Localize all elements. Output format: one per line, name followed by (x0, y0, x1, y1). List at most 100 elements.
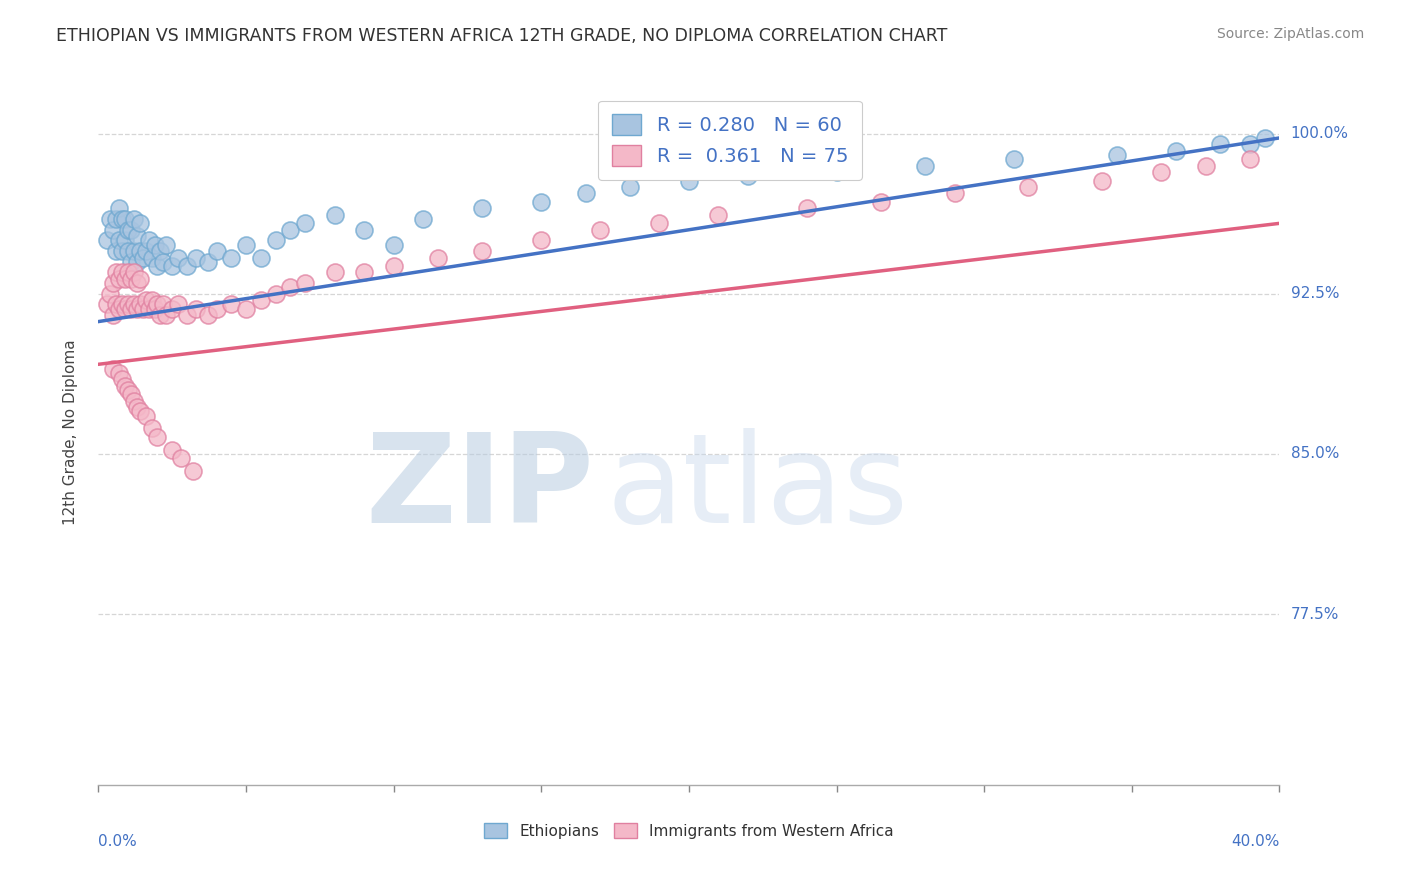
Point (122, 265, 145, 279)
Point (132, 251, 155, 265)
Point (96, 234, 118, 248)
Point (1254, 131, 1277, 145)
Point (1195, 159, 1218, 173)
Point (105, 297, 128, 311)
Point (141, 251, 163, 265)
Point (235, 237, 257, 252)
Point (162, 301, 183, 316)
Point (176, 259, 198, 273)
Point (108, 202, 131, 216)
Point (120, 272, 142, 286)
Text: atlas: atlas (606, 428, 908, 549)
Point (117, 223, 139, 237)
Point (162, 442, 183, 457)
Point (205, 301, 228, 316)
Point (105, 244, 128, 259)
Point (412, 212, 434, 227)
Point (167, 297, 190, 311)
Point (120, 223, 142, 237)
Point (589, 223, 612, 237)
Point (152, 254, 174, 268)
Point (1209, 137, 1232, 152)
Point (98, 286, 121, 301)
Point (1239, 137, 1261, 152)
Point (205, 244, 228, 259)
Point (135, 293, 157, 308)
Point (250, 251, 273, 265)
Point (264, 286, 287, 301)
Point (114, 212, 136, 227)
Point (870, 194, 893, 209)
Point (128, 216, 150, 230)
Point (111, 265, 134, 279)
Point (128, 404, 150, 418)
Point (471, 202, 494, 216)
Point (138, 301, 160, 316)
Point (114, 301, 136, 316)
Point (125, 301, 148, 316)
Point (323, 208, 346, 222)
Point (294, 216, 316, 230)
Point (120, 254, 142, 268)
Point (1166, 144, 1188, 158)
Point (125, 400, 148, 414)
Point (221, 251, 243, 265)
Point (132, 301, 155, 316)
Point (323, 265, 346, 279)
Point (152, 297, 174, 311)
Text: 100.0%: 100.0% (1291, 126, 1348, 141)
Point (264, 234, 287, 248)
Point (114, 378, 136, 392)
Point (141, 293, 163, 308)
Point (103, 361, 125, 376)
Point (1018, 180, 1040, 194)
Point (117, 383, 139, 397)
Point (103, 276, 125, 290)
Point (197, 254, 219, 268)
Point (471, 244, 494, 259)
Point (162, 259, 183, 273)
Point (117, 265, 139, 279)
Text: 77.5%: 77.5% (1291, 607, 1339, 622)
Point (128, 244, 150, 259)
Point (575, 186, 598, 201)
Point (707, 208, 730, 222)
Point (796, 202, 818, 216)
Point (530, 194, 553, 209)
Point (250, 293, 273, 308)
Point (353, 265, 375, 279)
Point (117, 297, 139, 311)
Point (184, 251, 207, 265)
Point (105, 265, 128, 279)
Point (117, 244, 139, 259)
Point (114, 272, 136, 286)
Point (108, 234, 131, 248)
Point (149, 308, 172, 322)
Point (96, 297, 118, 311)
Point (914, 159, 936, 173)
Point (98, 212, 121, 227)
Point (120, 301, 142, 316)
Point (122, 393, 145, 408)
Text: 92.5%: 92.5% (1291, 286, 1339, 301)
Point (181, 464, 204, 478)
Point (122, 244, 145, 259)
Point (146, 297, 169, 311)
Text: Source: ZipAtlas.com: Source: ZipAtlas.com (1216, 27, 1364, 41)
Point (176, 308, 198, 322)
Point (141, 421, 163, 435)
Point (235, 301, 257, 316)
Y-axis label: 12th Grade, No Diploma: 12th Grade, No Diploma (63, 340, 77, 525)
Point (149, 244, 172, 259)
Point (103, 308, 125, 322)
Point (167, 251, 190, 265)
Point (1091, 174, 1114, 188)
Point (138, 234, 160, 248)
Point (294, 276, 316, 290)
Point (619, 180, 641, 194)
Point (111, 372, 134, 386)
Point (1107, 148, 1129, 162)
Point (128, 297, 150, 311)
Point (155, 308, 177, 322)
Point (103, 223, 125, 237)
